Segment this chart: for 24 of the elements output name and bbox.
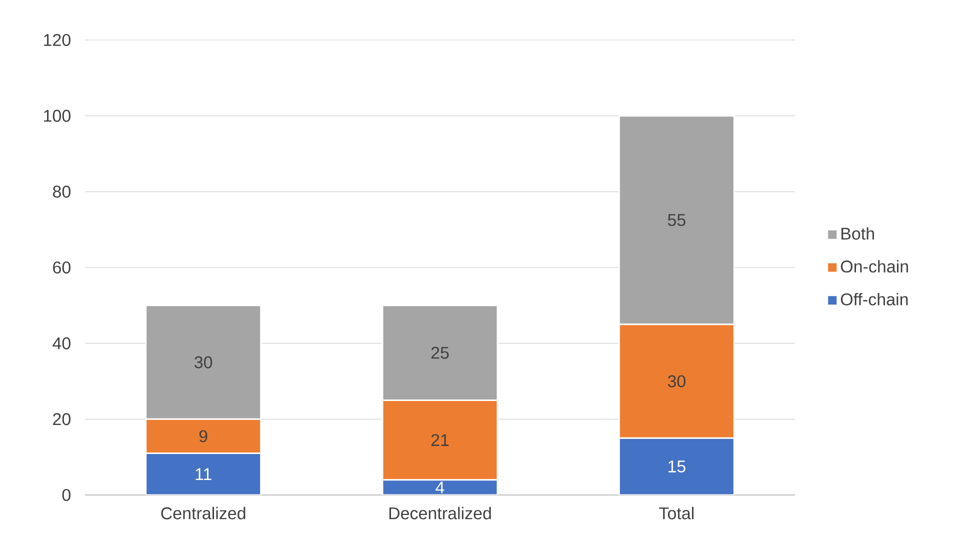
y-tick-label: 20 — [53, 413, 70, 426]
data-label: 15 — [668, 460, 686, 472]
y-tick-label: 100 — [44, 110, 70, 122]
data-label: 9 — [199, 430, 208, 442]
legend-label: On-chain — [840, 260, 908, 273]
y-tick-label: 40 — [52, 337, 70, 350]
y-tick-label: 0 — [62, 488, 70, 502]
x-tick-label: Decentralized — [389, 506, 491, 520]
bar — [618, 437, 735, 495]
data-label: 4 — [436, 482, 444, 494]
y-tick-label: 60 — [53, 261, 70, 274]
data-label: 55 — [668, 214, 686, 226]
legend-label: Off-chain — [840, 292, 908, 306]
legend-label: Both — [841, 227, 874, 240]
data-label: 21 — [431, 434, 449, 446]
data-label: 30 — [668, 375, 686, 388]
y-tick-label: 120 — [44, 34, 70, 46]
data-label: 11 — [196, 468, 212, 480]
data-label: 30 — [194, 356, 212, 368]
y-tick-label: 80 — [52, 186, 70, 198]
data-label: 25 — [431, 346, 449, 359]
bar — [145, 452, 262, 495]
x-tick-label: Centralized — [161, 506, 246, 520]
x-tick-label: Total — [659, 506, 694, 520]
